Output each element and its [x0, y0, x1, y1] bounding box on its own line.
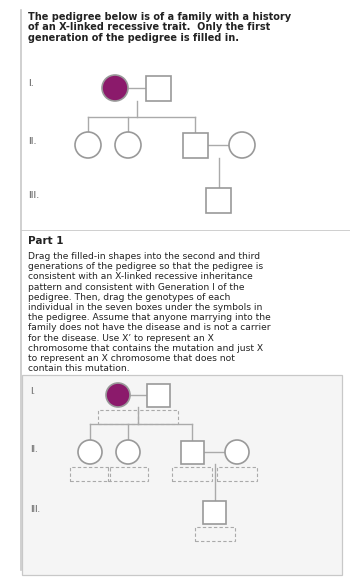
Bar: [181, 440, 203, 463]
Circle shape: [78, 440, 102, 464]
Text: consistent with an X-linked recessive inheritance: consistent with an X-linked recessive in…: [28, 273, 253, 281]
Circle shape: [229, 132, 255, 158]
Circle shape: [102, 75, 128, 101]
Text: of an X-linked recessive trait.  Only the first: of an X-linked recessive trait. Only the…: [28, 23, 270, 32]
Text: pattern and consistent with Generation I of the: pattern and consistent with Generation I…: [28, 282, 245, 292]
Text: generation of the pedigree is filled in.: generation of the pedigree is filled in.: [28, 33, 239, 43]
FancyBboxPatch shape: [22, 375, 342, 575]
Text: pedigree. Then, drag the genotypes of each: pedigree. Then, drag the genotypes of ea…: [28, 293, 230, 302]
Text: the pedigree. Assume that anyone marrying into the: the pedigree. Assume that anyone marryin…: [28, 313, 271, 322]
Text: family does not have the disease and is not a carrier: family does not have the disease and is …: [28, 324, 271, 332]
Circle shape: [115, 132, 141, 158]
Text: I.: I.: [28, 79, 34, 89]
Text: III.: III.: [30, 505, 40, 513]
Text: III.: III.: [28, 191, 39, 201]
Text: individual in the seven boxes under the symbols in: individual in the seven boxes under the …: [28, 303, 262, 312]
Text: generations of the pedigree so that the pedigree is: generations of the pedigree so that the …: [28, 262, 263, 271]
Text: I.: I.: [30, 387, 35, 397]
Text: II.: II.: [30, 444, 38, 454]
Circle shape: [106, 383, 130, 407]
Text: for the disease. Use X’ to represent an X: for the disease. Use X’ to represent an …: [28, 334, 214, 343]
Bar: [182, 132, 208, 158]
Text: to represent an X chromosome that does not: to represent an X chromosome that does n…: [28, 354, 235, 363]
Circle shape: [75, 132, 101, 158]
Text: chromosome that contains the mutation and just X: chromosome that contains the mutation an…: [28, 344, 263, 353]
Bar: [146, 75, 170, 100]
Text: Part 1: Part 1: [28, 236, 63, 246]
Circle shape: [116, 440, 140, 464]
Bar: [206, 187, 231, 212]
Bar: [203, 501, 226, 524]
Text: The pedigree below is of a family with a history: The pedigree below is of a family with a…: [28, 12, 291, 22]
Text: contain this mutation.: contain this mutation.: [28, 364, 130, 373]
Bar: [147, 383, 169, 407]
Text: Drag the filled-in shapes into the second and third: Drag the filled-in shapes into the secon…: [28, 252, 260, 261]
Text: II.: II.: [28, 136, 36, 146]
Circle shape: [225, 440, 249, 464]
